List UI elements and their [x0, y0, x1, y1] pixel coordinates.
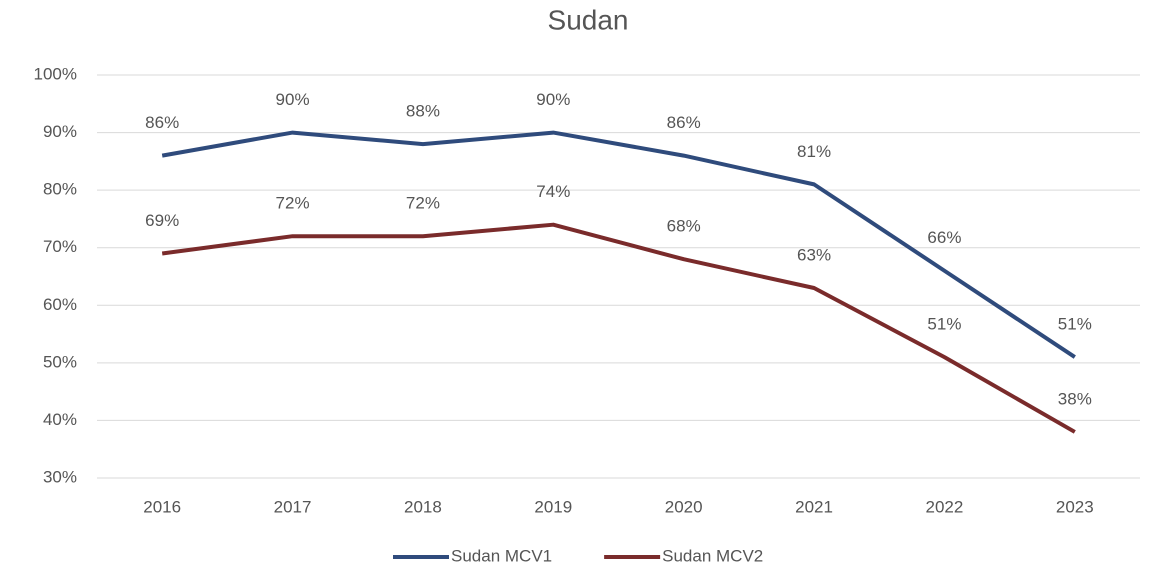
chart-title: Sudan — [548, 4, 629, 35]
data-label: 88% — [406, 102, 440, 121]
x-tick-label: 2018 — [404, 497, 442, 516]
data-label: 38% — [1058, 389, 1092, 408]
data-label: 68% — [667, 217, 701, 236]
data-label: 72% — [406, 194, 440, 213]
data-label: 90% — [276, 90, 310, 109]
series-line — [161, 130, 1076, 359]
legend-label: Sudan MCV1 — [451, 546, 552, 565]
y-tick-label: 60% — [43, 295, 77, 314]
data-label: 51% — [1058, 315, 1092, 334]
data-label: 74% — [536, 182, 570, 201]
data-label: 86% — [667, 113, 701, 132]
data-label: 86% — [145, 113, 179, 132]
data-label: 66% — [927, 228, 961, 247]
y-tick-label: 90% — [43, 122, 77, 141]
x-tick-label: 2021 — [795, 497, 833, 516]
data-label: 69% — [145, 211, 179, 230]
x-tick-label: 2023 — [1056, 497, 1094, 516]
data-label: 72% — [276, 194, 310, 213]
series-line — [161, 222, 1076, 434]
y-tick-label: 80% — [43, 180, 77, 199]
y-tick-label: 30% — [43, 467, 77, 486]
legend-label: Sudan MCV2 — [662, 546, 763, 565]
x-tick-label: 2017 — [274, 497, 312, 516]
data-label: 63% — [797, 245, 831, 264]
y-tick-label: 50% — [43, 352, 77, 371]
x-tick-label: 2020 — [665, 497, 703, 516]
x-tick-label: 2019 — [534, 497, 572, 516]
x-tick-label: 2022 — [926, 497, 964, 516]
y-tick-label: 100% — [34, 64, 77, 83]
data-label: 81% — [797, 142, 831, 161]
y-tick-label: 70% — [43, 237, 77, 256]
data-label: 51% — [927, 315, 961, 334]
y-tick-label: 40% — [43, 410, 77, 429]
x-tick-label: 2016 — [143, 497, 181, 516]
data-label: 90% — [536, 90, 570, 109]
